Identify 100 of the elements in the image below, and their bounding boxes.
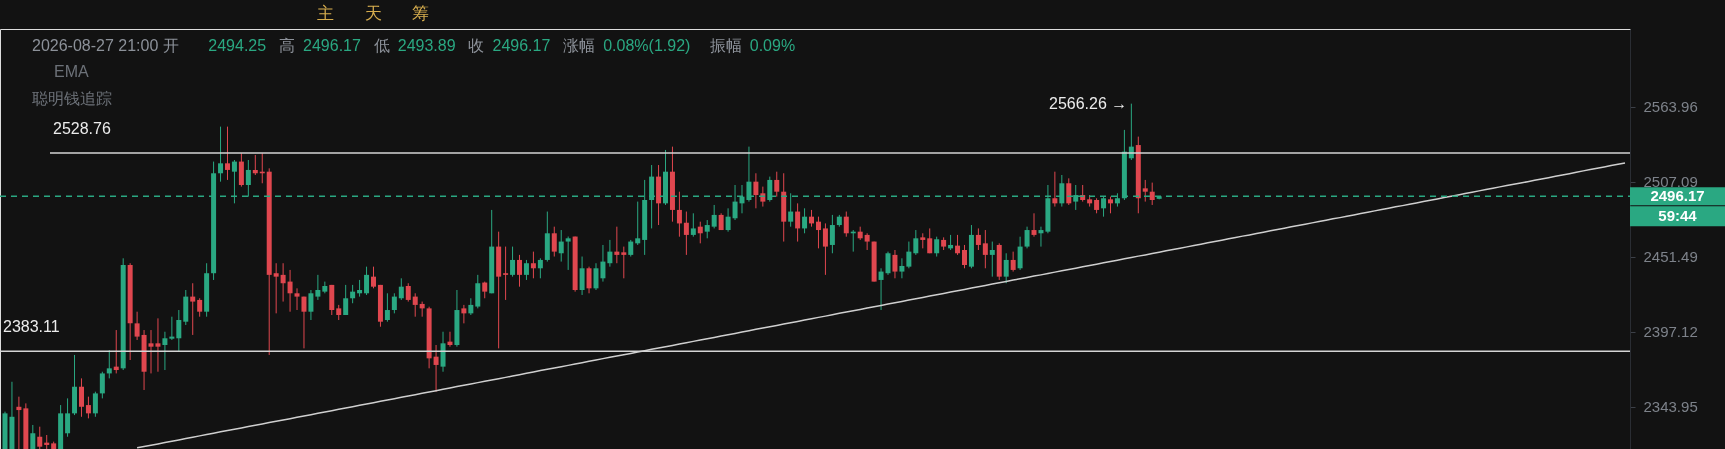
- candlestick: [99, 371, 105, 399]
- candlestick: [176, 309, 182, 353]
- annotation: 涨幅: [563, 37, 596, 54]
- annotation: 0.09%: [749, 37, 796, 54]
- candlestick: [92, 391, 98, 418]
- candlestick: [1024, 226, 1030, 249]
- candlestick: [1149, 182, 1155, 206]
- candlestick: [190, 282, 196, 336]
- candlestick: [273, 262, 279, 314]
- candlestick: [955, 234, 961, 256]
- annotation: 2496.17: [492, 37, 551, 54]
- candlestick: [586, 266, 592, 294]
- candlestick: [690, 212, 696, 238]
- candlestick: [829, 214, 835, 254]
- candlestick: [621, 246, 627, 279]
- text: 天: [364, 4, 382, 23]
- candlestick: [461, 304, 467, 324]
- candlestick: [725, 207, 731, 233]
- y-tick-label: 2451.49: [1643, 248, 1698, 266]
- candlestick: [537, 257, 543, 279]
- candlestick: [1142, 179, 1148, 203]
- candlestick: [169, 316, 175, 341]
- candlestick: [523, 259, 529, 281]
- annotation: EMA: [54, 63, 89, 80]
- annotation: 收: [468, 37, 485, 54]
- annotation: 高: [279, 37, 296, 54]
- candlestick: [961, 244, 967, 269]
- candlestick: [162, 331, 168, 371]
- candlestick: [433, 344, 439, 393]
- annotation: 振幅: [709, 37, 742, 54]
- annotation: 0.08%(1.92): [603, 37, 691, 54]
- candlestick: [391, 292, 397, 314]
- candlestick: [989, 241, 995, 278]
- candlestick: [364, 266, 370, 296]
- candlestick: [1031, 212, 1037, 238]
- candlestick: [371, 266, 376, 289]
- candlestick: [343, 284, 349, 316]
- candlestick: [558, 229, 564, 263]
- candlestick: [218, 126, 224, 183]
- candlestick: [913, 229, 919, 256]
- candlestick: [676, 191, 682, 238]
- candlestick: [975, 227, 981, 251]
- annotation: 聪明钱追踪: [32, 90, 112, 107]
- candlestick: [350, 284, 356, 304]
- annotation: 2494.25: [208, 37, 267, 54]
- candlestick: [982, 229, 988, 269]
- candlestick: [864, 232, 870, 251]
- candlestick: [517, 254, 523, 288]
- y-tick-label: 2397.12: [1643, 323, 1698, 341]
- candlestick: [106, 349, 112, 379]
- candlestick: [16, 396, 22, 449]
- candlestick: [802, 207, 808, 234]
- candlestick: [315, 274, 321, 301]
- candlestick: [287, 269, 293, 313]
- candlestick: [1017, 236, 1023, 271]
- text: 59:44: [1658, 207, 1698, 225]
- candlestick: [607, 239, 613, 268]
- candlestick: [530, 251, 536, 279]
- annotation: 2493.89: [397, 37, 456, 54]
- candlestick: [565, 236, 571, 271]
- candlestick: [704, 219, 710, 239]
- candlestick: [906, 241, 912, 269]
- candlestick: [683, 211, 689, 256]
- candlestick: [892, 249, 898, 279]
- candlestick: [65, 397, 71, 438]
- candlestick: [822, 222, 828, 276]
- annotation: 2496.17: [303, 37, 361, 54]
- candlestick: [885, 251, 891, 276]
- candlestick: [774, 171, 780, 198]
- candlestick: [934, 236, 940, 258]
- candlestick: [1010, 251, 1016, 273]
- candlestick: [37, 426, 43, 449]
- annotation: 2566.26 →: [1049, 94, 1128, 112]
- candlestick: [551, 226, 557, 258]
- candlestick: [760, 186, 766, 208]
- candlestick: [224, 126, 230, 181]
- candlestick: [600, 244, 606, 283]
- candlestick: [697, 221, 703, 244]
- candlestick: [405, 282, 411, 303]
- ref-line-label: 2383.11: [3, 318, 60, 336]
- candlestick: [197, 297, 203, 318]
- candlestick: [398, 277, 404, 301]
- candlestick: [308, 289, 314, 321]
- candlestick: [294, 287, 300, 311]
- candlestick: [795, 202, 801, 243]
- candlestick: [85, 396, 91, 419]
- text: 筹: [411, 4, 429, 23]
- candlestick: [593, 262, 599, 291]
- candlestick: [711, 204, 717, 229]
- candlestick: [927, 227, 933, 254]
- candlestick: [238, 152, 244, 188]
- candlestick: [1052, 171, 1058, 208]
- candlestick: [635, 201, 641, 246]
- candlestick: [878, 267, 884, 311]
- candlestick: [78, 377, 84, 418]
- candlestick: [899, 257, 905, 279]
- text: 主: [316, 4, 334, 23]
- candlestick: [503, 246, 509, 301]
- candlestick: [579, 256, 585, 296]
- candlestick: [510, 246, 516, 278]
